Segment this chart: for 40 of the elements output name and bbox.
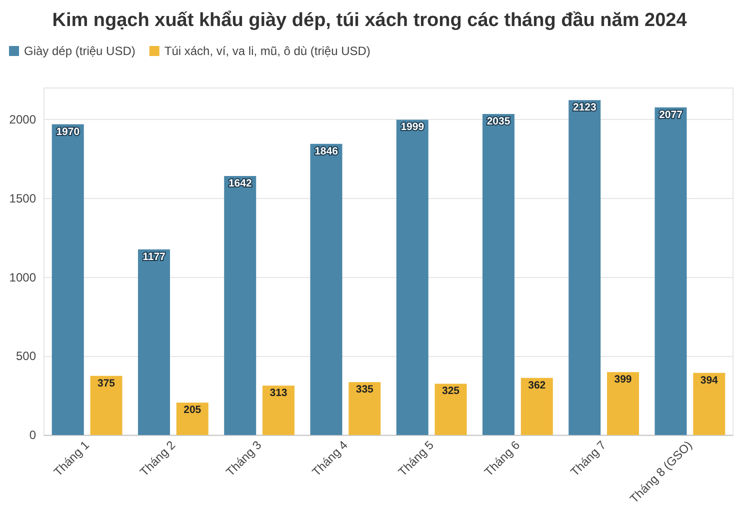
bar (434, 384, 467, 435)
bar (90, 376, 122, 435)
bar (138, 249, 170, 435)
bar (482, 114, 514, 435)
data-label: 375 (97, 377, 116, 390)
bar (224, 176, 256, 435)
legend-label: Giày dép (triệu USD) (24, 44, 136, 58)
data-label: 399 (614, 374, 632, 386)
bar (262, 386, 295, 435)
bar (568, 100, 601, 435)
data-label: 205 (184, 404, 202, 416)
y-tick-label: 500 (16, 349, 36, 364)
data-label: 325 (442, 385, 460, 398)
data-label: 1177 (142, 250, 166, 263)
bar (607, 372, 640, 435)
data-label: 2035 (486, 116, 510, 128)
data-label: 394 (700, 374, 718, 386)
data-label: 1642 (228, 178, 252, 190)
data-label: 335 (356, 384, 374, 396)
data-label: 1970 (56, 126, 80, 138)
data-label: 2077 (659, 108, 683, 121)
legend-label: Túi xách, ví, va li, mũ, ô dù (triệu USD) (164, 44, 370, 58)
bar (52, 124, 84, 435)
data-label: 362 (528, 379, 546, 392)
data-label: 1999 (400, 121, 424, 134)
bar (396, 120, 428, 435)
y-tick-label: 2000 (9, 112, 36, 127)
chart-title: Kim ngạch xuất khẩu giày dép, túi xách trong các tháng đầu năm 2024 (52, 10, 688, 31)
bar (693, 372, 726, 435)
bar (520, 378, 553, 435)
y-tick-label: 1000 (9, 270, 36, 284)
data-label: 1846 (314, 145, 338, 158)
data-label: 2123 (572, 102, 596, 114)
y-tick-label: 0 (29, 428, 36, 442)
y-tick-label: 1500 (9, 191, 36, 206)
data-label: 313 (270, 387, 288, 400)
bar (654, 107, 687, 435)
bar (310, 144, 342, 435)
bar (176, 402, 208, 435)
bar (348, 382, 381, 435)
